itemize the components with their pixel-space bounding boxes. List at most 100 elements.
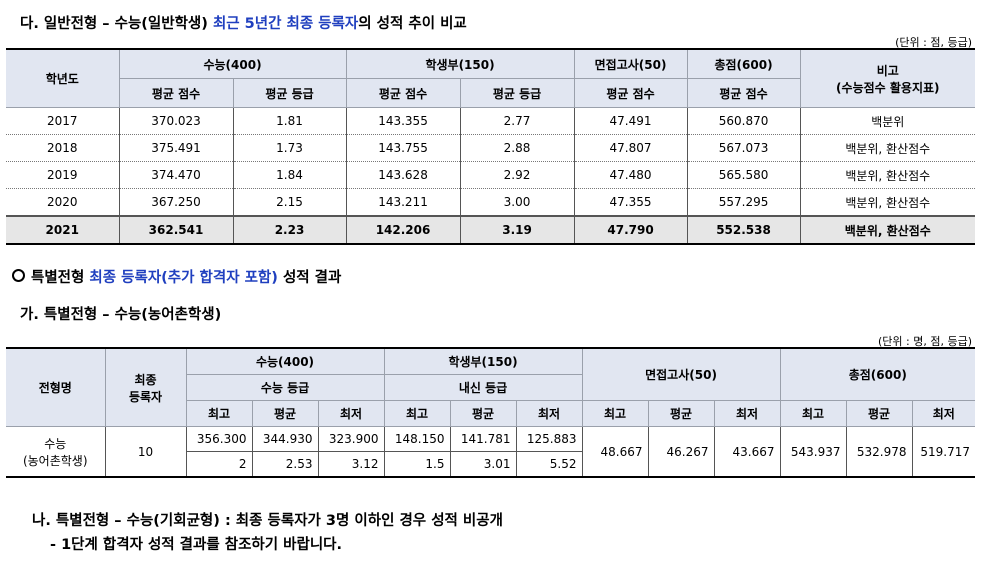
table-row: 2020 367.250 2.15 143.211 3.00 47.355 55… [6, 188, 976, 217]
header-note-label: 비고 [876, 63, 899, 78]
cell-total: 565.580 [686, 161, 801, 189]
cell-hakseng-score: 142.206 [345, 215, 461, 244]
cell-hakseng-score: 143.755 [345, 134, 461, 162]
cell-hakseng-score: 143.211 [345, 188, 461, 217]
header-hakseng: 학생부(150) [345, 48, 575, 79]
cell-total: 567.073 [686, 134, 801, 162]
cell-type-sub: (농어촌학생) [22, 453, 88, 468]
cell-interview-max: 48.667 [581, 426, 649, 478]
cell-hakseng-grade-max: 1.5 [383, 451, 451, 478]
header-registrants: 최종 등록자 [104, 347, 187, 427]
table-row: 2019 374.470 1.84 143.628 2.92 47.480 56… [6, 161, 976, 189]
header-min: 최저 [713, 400, 781, 427]
special-admission-table: 전형명 최종 등록자 수능(400) 학생부(150) 면접고사(50) 총점(… [6, 347, 976, 478]
cell-suneung-score: 374.470 [118, 161, 234, 189]
cell-year: 2018 [6, 134, 120, 162]
cell-total: 552.538 [686, 215, 801, 244]
cell-total-max: 543.937 [779, 426, 847, 478]
cell-interview: 47.355 [573, 188, 688, 217]
cell-suneung-grade-max: 2 [186, 451, 253, 478]
header-final: 최종 [134, 372, 157, 387]
cell-suneung-min: 323.900 [317, 426, 385, 452]
cell-note: 백분위, 환산점수 [799, 215, 976, 244]
cell-hakseng-grade: 2.88 [459, 134, 575, 162]
cell-year: 2020 [6, 188, 120, 217]
table-row: 2017 370.023 1.81 143.355 2.77 47.491 56… [6, 107, 976, 135]
cell-year: 2017 [6, 107, 120, 135]
header-avg: 평균 [845, 400, 913, 427]
header-avg-score: 평균 점수 [119, 78, 234, 108]
section-title-post: 의 성적 추이 비교 [358, 16, 467, 32]
cell-suneung-score: 370.023 [118, 107, 234, 135]
cell-suneung-score: 375.491 [118, 134, 234, 162]
cell-suneung-score: 367.250 [118, 188, 234, 217]
cell-note: 백분위, 환산점수 [799, 134, 976, 162]
header-min: 최저 [911, 400, 976, 427]
header-max: 최고 [581, 400, 649, 427]
special-heading: 특별전형 최종 등록자(추가 합격자 포함) 성적 결과 [12, 266, 341, 287]
cell-hakseng-grade-avg: 3.01 [449, 451, 517, 478]
note-sub: - 1단계 합격자 성적 결과를 참조하기 바랍니다. [50, 537, 343, 553]
table-row-highlight: 2021 362.541 2.23 142.206 3.19 47.790 55… [6, 215, 976, 244]
table-row: 2018 375.491 1.73 143.755 2.88 47.807 56… [6, 134, 976, 162]
cell-interview-min: 43.667 [713, 426, 781, 478]
cell-hakseng-grade-min: 5.52 [515, 451, 583, 478]
general-admission-table: 학년도 수능(400) 학생부(150) 면접고사(50) 총점(600) 비고… [6, 48, 976, 245]
header-avg: 평균 [449, 400, 517, 427]
cell-note: 백분위, 환산점수 [799, 188, 976, 217]
cell-interview: 47.491 [573, 107, 688, 135]
section-title-pre: 다. 일반전형 – 수능(일반학생) [20, 16, 213, 32]
cell-suneung-grade: 2.23 [232, 215, 347, 244]
cell-total-min: 519.717 [911, 426, 976, 478]
header-year: 학년도 [6, 48, 120, 108]
cell-hakseng-grade: 3.19 [459, 215, 575, 244]
cell-hakseng-grade: 2.92 [459, 161, 575, 189]
cell-suneung-grade: 2.15 [232, 188, 347, 217]
cell-suneung-grade-min: 3.12 [317, 451, 385, 478]
subsection-ga: 가. 특별전형 – 수능(농어촌학생) [20, 307, 222, 323]
cell-year: 2019 [6, 161, 120, 189]
cell-hakseng-grade: 3.00 [459, 188, 575, 217]
table-row: 수능 (농어촌학생) 10 356.300 344.930 323.900 14… [6, 426, 976, 478]
cell-hakseng-score: 143.355 [345, 107, 461, 135]
cell-type: 수능 (농어촌학생) [6, 426, 106, 478]
unit-label-2: (단위 : 명, 점, 등급) [878, 335, 972, 348]
header-hakseng: 학생부(150) [383, 347, 583, 375]
special-heading-highlight: 최종 등록자(추가 합격자 포함) [89, 270, 278, 286]
header-hakseng-grade: 내신 등급 [383, 374, 583, 401]
header-registrants-label: 등록자 [128, 389, 163, 404]
cell-interview: 47.790 [573, 215, 688, 244]
header-avg-score: 평균 점수 [573, 78, 688, 108]
cell-hakseng-score: 143.628 [345, 161, 461, 189]
header-min: 최저 [317, 400, 385, 427]
cell-suneung-avg: 344.930 [251, 426, 319, 452]
header-total: 총점(600) [686, 48, 801, 79]
cell-total-avg: 532.978 [845, 426, 913, 478]
cell-total: 557.295 [686, 188, 801, 217]
header-interview: 면접고사(50) [581, 347, 781, 401]
header-suneung: 수능(400) [185, 347, 385, 375]
header-avg-score: 평균 점수 [686, 78, 801, 108]
cell-suneung-grade: 1.81 [232, 107, 347, 135]
header-suneung: 수능(400) [118, 48, 347, 79]
header-max: 최고 [779, 400, 847, 427]
header-suneung-grade: 수능 등급 [186, 374, 385, 401]
section-title: 다. 일반전형 – 수능(일반학생) 최근 5년간 최종 등록자의 성적 추이 … [20, 12, 467, 33]
cell-total: 560.870 [686, 107, 801, 135]
header-avg-score: 평균 점수 [345, 78, 461, 108]
header-avg: 평균 [251, 400, 319, 427]
special-heading-post: 성적 결과 [277, 270, 342, 286]
cell-suneung-grade: 1.73 [232, 134, 347, 162]
cell-note: 백분위 [799, 107, 976, 135]
cell-hakseng-min: 125.883 [515, 426, 583, 452]
header-max: 최고 [186, 400, 253, 427]
cell-hakseng-avg: 141.781 [449, 426, 517, 452]
cell-suneung-score: 362.541 [118, 215, 234, 244]
table-row: 2 2.53 3.12 1.5 3.01 5.52 [6, 451, 975, 478]
header-avg: 평균 [647, 400, 715, 427]
cell-hakseng-grade: 2.77 [459, 107, 575, 135]
cell-note: 백분위, 환산점수 [799, 161, 976, 189]
cell-type-name: 수능 [44, 436, 67, 451]
unit-label-1: (단위 : 점, 등급) [895, 36, 972, 49]
header-note: 비고 (수능점수 활용지표) [799, 48, 976, 108]
